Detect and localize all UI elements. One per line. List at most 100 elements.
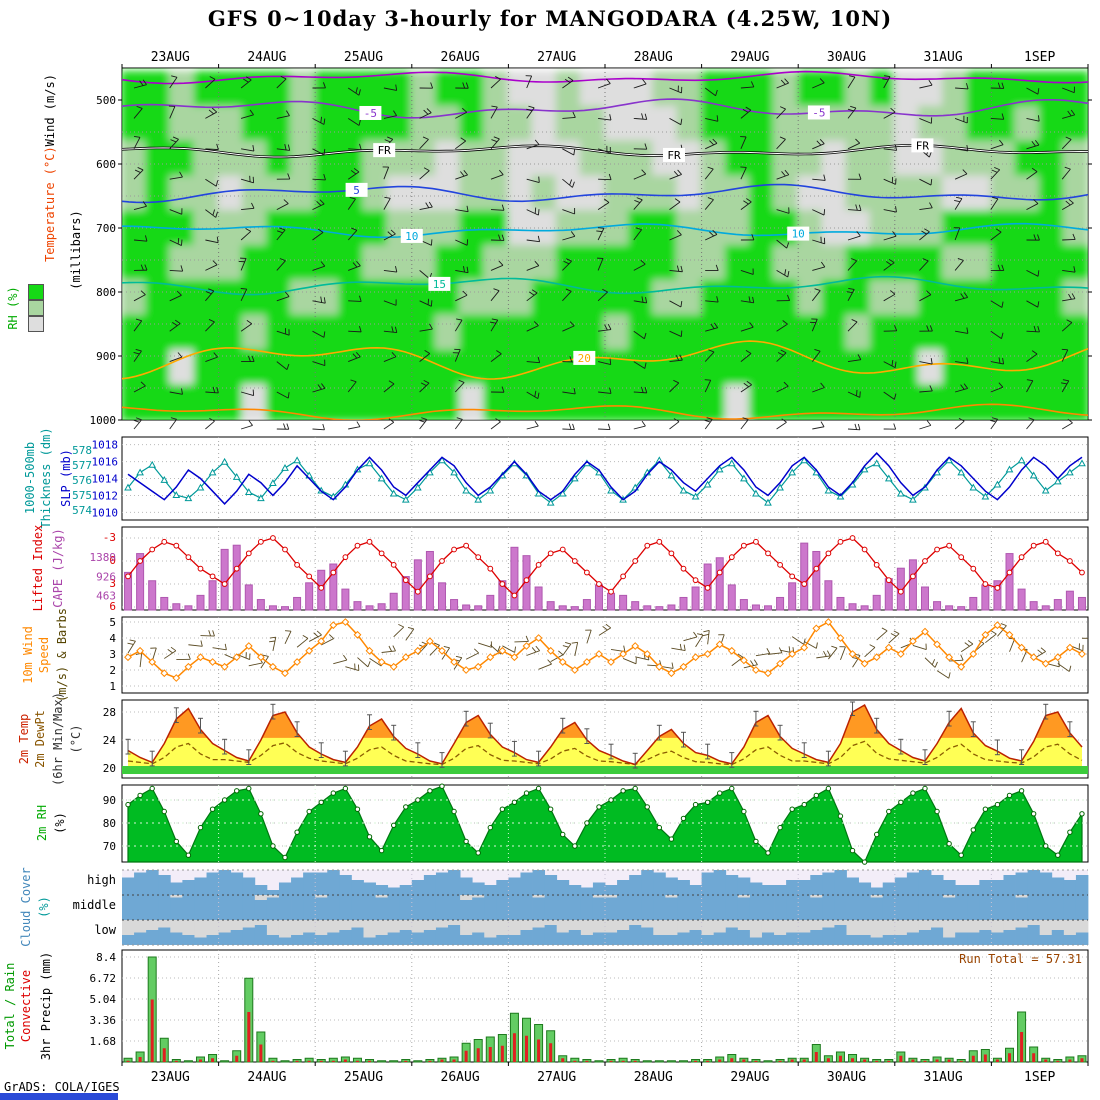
wind10m-label-1: 10m Wind <box>21 626 35 684</box>
date-label: 25AUG <box>344 1070 383 1085</box>
tick-label: 1010 <box>92 506 119 519</box>
tick-label: 1389 <box>90 551 117 564</box>
date-label: 27AUG <box>537 50 576 65</box>
contour-label: FR <box>667 149 681 162</box>
temp2m-label: 2m Temp <box>17 713 31 765</box>
panel1-axis-label: Temperature (°C)Wind (m/s) <box>43 74 57 262</box>
date-label: 1SEP <box>1024 50 1055 65</box>
tick-label: 576 <box>72 474 92 487</box>
tick-label: 80 <box>103 817 116 830</box>
tick-label: 575 <box>72 489 92 502</box>
rh-label: RH (%) <box>6 286 20 330</box>
cloud-cover-label: Cloud Cover <box>19 867 33 947</box>
tick-label: 24 <box>103 734 117 747</box>
millibars-label: (millibars) <box>69 210 83 290</box>
tick-label: 1018 <box>92 439 119 452</box>
rh2m-unit-label: (%) <box>53 812 67 834</box>
tick-label: 1012 <box>92 489 119 502</box>
tick-label: 3 <box>109 577 116 590</box>
date-label: 1SEP <box>1024 1070 1055 1085</box>
tick-label: 463 <box>96 590 116 603</box>
tick-label: 2 <box>109 664 116 677</box>
temperature-unit-label: (°C) <box>43 146 57 176</box>
temperature-label: Temperature <box>43 175 57 262</box>
date-label: 29AUG <box>730 50 769 65</box>
contour-label: 10 <box>792 228 805 241</box>
contour-label: FR <box>916 139 930 152</box>
tick-label: 700 <box>96 222 116 235</box>
date-label: 26AUG <box>441 50 480 65</box>
date-label: 27AUG <box>537 1070 576 1085</box>
contour-label: -5 <box>812 106 825 119</box>
wind10m-label-3: (m/s) & Barbs <box>55 608 69 702</box>
tick-label: 800 <box>96 286 116 299</box>
tick-label: 600 <box>96 158 116 171</box>
wind-label: Wind (m/s) <box>43 74 57 147</box>
thickness-label-2: Thickness (dm) <box>39 427 53 529</box>
dewpt-label: 2m DewPt <box>33 710 47 768</box>
tick-label: 1.68 <box>90 1035 117 1048</box>
contour-label: -5 <box>364 107 377 120</box>
date-label: 31AUG <box>924 50 963 65</box>
rh-legend-cell <box>28 284 44 300</box>
contour-label: 10 <box>405 230 418 243</box>
cape-label: CAPE (J/kg) <box>51 528 65 608</box>
tick-label: 3.36 <box>90 1014 117 1027</box>
date-label: 23AUG <box>151 1070 190 1085</box>
tick-label: 28 <box>103 706 116 719</box>
contour-label: 20 <box>578 352 591 365</box>
total-rain-label: Total / Rain <box>3 962 17 1050</box>
tick-label: 0 <box>109 554 116 567</box>
tick-label: 5.04 <box>90 993 117 1006</box>
page-title: GFS 0~10day 3-hourly for MANGODARA (4.25… <box>207 6 893 31</box>
minmax-label: (6hr Min/Max) <box>51 692 65 786</box>
lifted-index-label: Lifted Index <box>31 524 45 612</box>
date-label: 28AUG <box>634 1070 673 1085</box>
tick-label: 900 <box>96 350 116 363</box>
precip-label: 3hr Precip (mm) <box>39 951 53 1061</box>
tick-label: 574 <box>72 504 92 517</box>
tick-label: 6.72 <box>90 972 117 985</box>
surface-wind-barbs <box>133 417 1073 431</box>
tick-label: 90 <box>103 794 116 807</box>
tick-label: -3 <box>103 531 116 544</box>
tick-label: 20 <box>103 762 116 775</box>
grads-logo-bar <box>0 1093 118 1100</box>
thickness-label-1: 1000-500mb <box>23 441 37 515</box>
date-label: 30AUG <box>827 1070 866 1085</box>
tick-label: 1016 <box>92 456 119 469</box>
tick-label: 3 <box>109 648 116 661</box>
wind10m-label-2: Speed <box>37 636 51 674</box>
tick-label: 1014 <box>92 473 119 486</box>
tick-label: 8.4 <box>96 951 116 964</box>
date-label: 30AUG <box>827 50 866 65</box>
date-label: 24AUG <box>247 50 286 65</box>
tick-label: 578 <box>72 444 92 457</box>
contour-label: 15 <box>433 278 446 291</box>
tick-label: 4 <box>109 632 116 645</box>
grads-credit: GrADS: COLA/IGES <box>4 1080 120 1094</box>
tick-label: 926 <box>96 570 116 583</box>
date-label: 29AUG <box>730 1070 769 1085</box>
cloud-unit-label: (%) <box>37 896 51 918</box>
tick-label: 1 <box>109 680 116 693</box>
rh-legend-cell <box>28 300 44 316</box>
date-label: 28AUG <box>634 50 673 65</box>
tick-label: 5 <box>109 616 116 629</box>
contour-label: 5 <box>353 184 360 197</box>
date-label: 31AUG <box>924 1070 963 1085</box>
convective-label: Convective <box>19 969 33 1043</box>
date-label: 26AUG <box>441 1070 480 1085</box>
date-label: 24AUG <box>247 1070 286 1085</box>
tick-label: 1000 <box>90 414 117 427</box>
date-label: 23AUG <box>151 50 190 65</box>
run-total: Run Total = 57.31 <box>959 952 1082 966</box>
tick-label: 577 <box>72 459 92 472</box>
date-label: 25AUG <box>344 50 383 65</box>
tick-label: 6 <box>109 600 116 613</box>
upper-air-panel <box>122 68 1088 420</box>
upper-wind-barbs <box>133 75 1076 400</box>
rh-legend-cell <box>28 316 44 332</box>
